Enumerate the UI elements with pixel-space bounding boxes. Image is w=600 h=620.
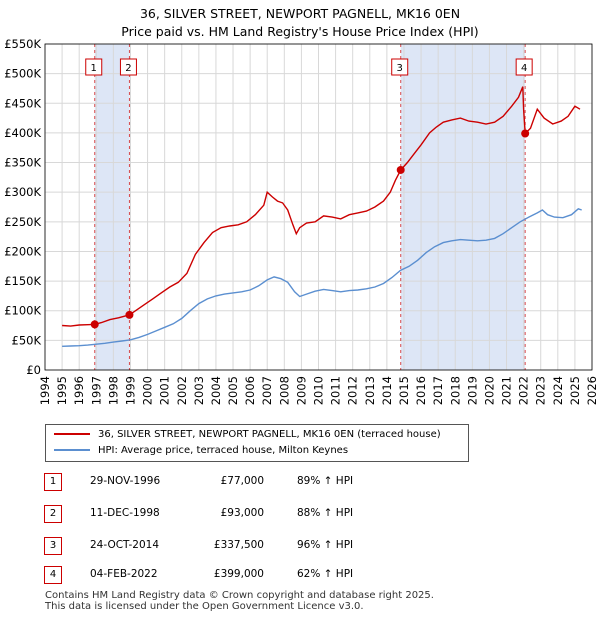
x-tick-label: 2026	[585, 376, 599, 405]
legend-swatch-property	[54, 433, 90, 435]
x-tick-label: 2016	[414, 376, 428, 405]
y-tick-label: £450K	[4, 96, 41, 110]
transaction-hpi-change: 88% ↑ HPI	[297, 507, 354, 519]
y-tick-label: £500K	[4, 67, 41, 81]
transaction-date: 29-NOV-1996	[90, 475, 161, 487]
x-tick-label: 1995	[55, 376, 69, 405]
sale-number-box	[85, 58, 103, 76]
y-tick-label: £400K	[4, 126, 41, 140]
sale-point	[90, 320, 99, 329]
x-tick-label: 2018	[448, 376, 462, 405]
transaction-hpi-change: 62% ↑ HPI	[297, 568, 354, 580]
transaction-hpi-change: 89% ↑ HPI	[297, 475, 354, 487]
y-tick-label: £0	[26, 363, 41, 377]
price-chart: £0 £50K £100K £150K £200K £250K £300K £350K £400…	[4, 37, 599, 405]
x-tick-label: 1996	[72, 376, 86, 405]
x-tick-label: 2002	[175, 376, 189, 405]
x-tick-label: 2017	[431, 376, 445, 405]
x-tick-label: 2010	[312, 376, 326, 405]
sale-number-box	[391, 58, 409, 76]
y-tick-label: £350K	[4, 156, 41, 170]
transaction-number-badge: 2	[44, 505, 62, 523]
y-tick-label: £200K	[4, 244, 41, 258]
chart-legend: 36, SILVER STREET, NEWPORT PAGNELL, MK16…	[45, 424, 469, 462]
x-tick-label: 2008	[277, 376, 291, 405]
x-tick-label: 2006	[243, 376, 257, 405]
x-tick-label: 2022	[517, 376, 531, 405]
x-tick-label: 2015	[397, 376, 411, 405]
transaction-date: 04-FEB-2022	[90, 568, 158, 580]
sale-point	[521, 129, 530, 138]
y-tick-label: £300K	[4, 185, 41, 199]
sale-point	[125, 310, 134, 319]
x-tick-label: 2012	[346, 376, 360, 405]
y-tick-label: £150K	[4, 274, 41, 288]
x-tick-label: 2009	[294, 376, 308, 405]
legend-item-property: 36, SILVER STREET, NEWPORT PAGNELL, MK16…	[54, 428, 441, 442]
transaction-price: £337,500	[213, 539, 264, 551]
transaction-date: 24-OCT-2014	[90, 539, 159, 551]
sale-number-box	[515, 58, 533, 76]
legend-swatch-hpi	[54, 449, 90, 451]
hpi-series-line	[62, 208, 582, 347]
sale-number-label: 2	[125, 63, 131, 74]
x-tick-label: 2023	[534, 376, 548, 405]
x-tick-label: 2014	[380, 376, 394, 405]
plot-frame	[44, 43, 593, 371]
transaction-hpi-change: 96% ↑ HPI	[297, 539, 354, 551]
transaction-number-badge: 4	[44, 566, 62, 584]
legend-label-property: 36, SILVER STREET, NEWPORT PAGNELL, MK16…	[98, 429, 441, 440]
y-tick-label: £50K	[12, 333, 42, 347]
x-tick-label: 2005	[226, 376, 240, 405]
y-tick-label: £100K	[4, 304, 41, 318]
footer-copyright: Contains HM Land Registry data © Crown c…	[45, 590, 434, 601]
transaction-number-badge: 1	[44, 473, 62, 491]
x-tick-label: 2021	[500, 376, 514, 405]
legend-item-hpi: HPI: Average price, terraced house, Milt…	[54, 444, 348, 458]
sale-number-box	[119, 58, 137, 76]
x-tick-label: 2000	[141, 376, 155, 405]
sale-number-label: 4	[521, 63, 527, 74]
x-tick-label: 2001	[158, 376, 172, 405]
x-tick-label: 2019	[465, 376, 479, 405]
y-tick-label: £550K	[4, 37, 41, 51]
x-tick-label: 1997	[89, 376, 103, 405]
x-tick-label: 2013	[363, 376, 377, 405]
transaction-price: £399,000	[213, 568, 264, 580]
y-tick-label: £250K	[4, 215, 41, 229]
chart-subtitle: Price paid vs. HM Land Registry's House …	[121, 24, 479, 39]
x-tick-label: 2024	[551, 376, 565, 405]
transaction-number-badge: 3	[44, 537, 62, 555]
x-tick-label: 2003	[192, 376, 206, 405]
x-tick-label: 2020	[482, 376, 496, 405]
x-tick-label: 1998	[106, 376, 120, 405]
x-tick-label: 2025	[568, 376, 582, 405]
legend-label-hpi: HPI: Average price, terraced house, Milt…	[98, 445, 349, 456]
x-tick-label: 2007	[260, 376, 274, 405]
property-series-line	[62, 86, 581, 327]
sale-point	[396, 165, 405, 174]
sale-number-label: 1	[91, 63, 97, 74]
transaction-date: 11-DEC-1998	[90, 507, 160, 519]
x-tick-label: 1994	[38, 376, 52, 405]
footer-licence: This data is licensed under the Open Gov…	[45, 601, 364, 612]
x-tick-label: 2011	[329, 376, 343, 405]
x-tick-label: 2004	[209, 376, 223, 405]
ownership-period-shade	[94, 44, 130, 370]
footer-attribution: Contains HM Land Registry data © Crown c…	[45, 590, 434, 612]
chart-title: 36, SILVER STREET, NEWPORT PAGNELL, MK16…	[139, 6, 461, 21]
x-tick-label: 1999	[123, 376, 137, 405]
transaction-price: £93,000	[220, 507, 264, 519]
transaction-price: £77,000	[220, 475, 264, 487]
sale-number-label: 3	[397, 63, 403, 74]
